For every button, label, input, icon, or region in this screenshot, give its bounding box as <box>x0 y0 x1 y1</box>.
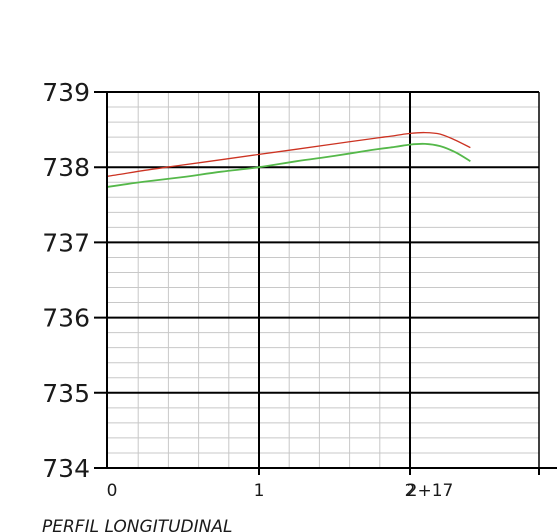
x-tick-label: 0 <box>107 481 118 501</box>
minor-gridlines <box>107 92 539 468</box>
major-gridlines <box>94 92 539 475</box>
x-tick-label: 1 <box>254 481 265 501</box>
y-tick-label: 734 <box>42 454 90 483</box>
y-tick-label: 735 <box>42 379 90 408</box>
series-layer <box>107 131 471 188</box>
series-line-2 <box>107 142 471 188</box>
y-tick-label: 739 <box>42 78 90 107</box>
series-line-1 <box>107 131 471 177</box>
x-tick-label: 2+17 <box>407 481 454 501</box>
x-tick-labels: 0 1 22+17 <box>107 481 454 501</box>
axes <box>94 91 557 475</box>
y-tick-label: 736 <box>42 304 90 333</box>
y-tick-label: 737 <box>42 228 90 257</box>
chart-title: PERFIL LONGITUDINAL <box>42 517 232 532</box>
y-tick-labels: 739 738 737 736 735 734 <box>42 78 90 483</box>
y-tick-label: 738 <box>42 153 90 182</box>
x-tick-label: 2 <box>405 481 416 501</box>
